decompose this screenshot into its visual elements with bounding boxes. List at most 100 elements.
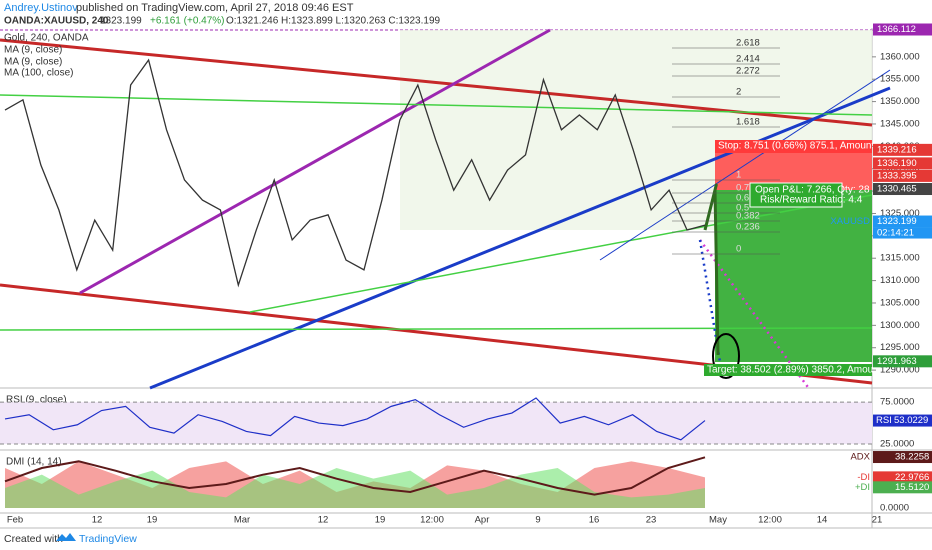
y-tick-label: 75.0000: [880, 397, 914, 408]
target-label-bg: [704, 364, 872, 376]
price-tag-label: 1336.190: [877, 158, 917, 169]
y-tick-label: 25.0000: [880, 439, 914, 450]
price-tag-label: 1333.395: [877, 170, 917, 181]
price-tag: [873, 355, 932, 368]
dmi-tag: [873, 471, 932, 484]
legend: Gold, 240, OANDA: [4, 33, 89, 44]
y-tick-label: 1300.000: [880, 320, 920, 331]
stop-label-bg: [715, 140, 872, 153]
fib-label: 0.786: [736, 183, 760, 194]
trend-line: [0, 94, 873, 116]
y-tick-label: 1325.000: [880, 208, 920, 219]
x-tick-label: 9: [535, 515, 540, 526]
ohlc: O:1321.246 H:1323.899 L:1320.263 C:1323.…: [226, 16, 441, 27]
x-tick-label: Apr: [475, 515, 490, 526]
target-zone: [715, 190, 872, 362]
x-tick-label: 19: [375, 515, 386, 526]
trend-line: [0, 38, 873, 127]
y-tick-label: 1305.000: [880, 297, 920, 308]
footer-brand: TradingView: [79, 533, 137, 545]
x-tick-label: Feb: [7, 515, 23, 526]
target-label: Target: 38.502 (2.89%) 3850.2, Amount: 2…: [707, 365, 910, 376]
countdown-bg: [873, 227, 932, 239]
dmi-tag-name: -DI: [857, 472, 870, 483]
x-tick-label: 23: [646, 515, 657, 526]
fib-label: 0.5: [736, 203, 749, 214]
price-tag: [873, 169, 932, 182]
dmi-area: [5, 468, 705, 508]
rsi-band: [0, 402, 872, 444]
logo: [56, 533, 76, 541]
risk-reward: Risk/Reward Ratio: 4.4: [760, 195, 863, 206]
trend-line: [79, 28, 551, 295]
y-tick-label: 1310.000: [880, 275, 920, 286]
dmi-tag-name: +DI: [855, 482, 870, 493]
legend: MA (9, close): [4, 57, 62, 68]
x-tick-label: Mar: [234, 515, 250, 526]
open-pl: Open P&L: 7.266, Qty: 28: [755, 185, 870, 196]
fib-label: 2.272: [736, 66, 760, 77]
symbol: OANDA:XAUUSD, 240: [4, 16, 109, 27]
dmi-tag: [873, 451, 932, 464]
last: 1323.199: [100, 16, 142, 27]
fib-label: 2.618: [736, 38, 760, 49]
price-tag: [873, 183, 932, 196]
dmi-tag: [873, 481, 932, 494]
x-tick-label: 12:00: [420, 515, 444, 526]
legend: MA (100, close): [4, 68, 73, 79]
trend-line: [0, 327, 873, 331]
price-tag-label: 1323.199: [877, 216, 917, 227]
price-tag-label: 1291.963: [877, 356, 917, 367]
author: Andrey.Ustinov: [4, 2, 78, 14]
fib-label: 0.618: [736, 193, 760, 204]
y-tick-label: 1290.000: [880, 365, 920, 376]
fib-label: 1: [736, 170, 741, 181]
pl-box: [749, 182, 843, 208]
x-tick-label: 16: [589, 515, 600, 526]
rsi-last: 53.0229: [894, 415, 928, 426]
y-tick-label: 1295.000: [880, 342, 920, 353]
price-tag: [873, 143, 932, 156]
trend-line: [149, 86, 891, 390]
dmi-tag-label: 15.5120: [895, 482, 929, 493]
dmi-tag-name: ADX: [850, 452, 870, 463]
path-arrow: [703, 183, 720, 356]
rsi-tag: [873, 414, 932, 427]
y-tick-label: 1350.000: [880, 96, 920, 107]
legend: MA (9, close): [4, 45, 62, 56]
footer-created: Created with: [4, 533, 63, 545]
x-tick-label: May: [709, 515, 727, 526]
x-tick-label: 12: [318, 515, 329, 526]
published: published on TradingView.com, April 27, …: [76, 2, 354, 14]
y-tick-label: 1345.000: [880, 118, 920, 129]
fib-label: 0.382: [736, 211, 760, 222]
dmi-title: DMI (14, 14): [6, 457, 62, 468]
y-tick-label: 1360.000: [880, 51, 920, 62]
dmi-tag-label: 22.9766: [895, 472, 929, 483]
dmi-tag-label: 38.2258: [895, 452, 929, 463]
fib-label: 0.236: [736, 222, 760, 233]
projection: [698, 239, 812, 391]
countdown: 02:14:21: [877, 228, 914, 239]
stop-label: Stop: 8.751 (0.66%) 875.1, Amount: 754.9…: [718, 141, 911, 152]
x-tick-label: 19: [147, 515, 158, 526]
circle: [712, 333, 740, 379]
fib-label: 2: [736, 87, 741, 98]
x-tick-label: 21: [872, 515, 883, 526]
price-tag-label: 1330.465: [877, 184, 917, 195]
y-tick-label: 1315.000: [880, 253, 920, 264]
change: +6.161 (+0.47%): [150, 16, 225, 27]
x-tick-label: 14: [817, 515, 828, 526]
trend-line: [249, 194, 873, 313]
x-tick-label: 12: [92, 515, 103, 526]
price-tag: [873, 215, 932, 228]
symbol-tag: XAUUSD: [830, 216, 870, 227]
price-tag: [873, 157, 932, 170]
fib-label: 2.414: [736, 54, 760, 65]
fib-label: 0: [736, 244, 741, 255]
rsi-tag-name: RSI: [876, 415, 892, 426]
fib-label: 1.618: [736, 117, 760, 128]
price-tag: [873, 23, 932, 36]
